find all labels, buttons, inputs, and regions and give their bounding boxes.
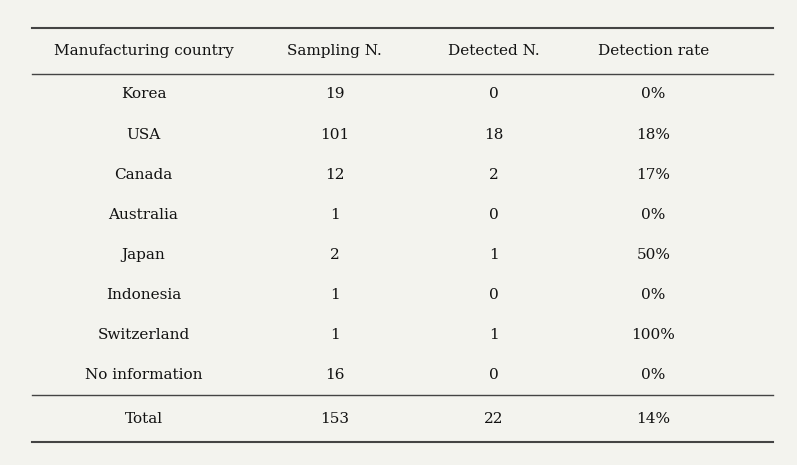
Text: 18%: 18% — [637, 127, 670, 141]
Text: Detected N.: Detected N. — [449, 44, 540, 58]
Text: 14%: 14% — [637, 412, 670, 425]
Text: Korea: Korea — [120, 87, 167, 101]
Text: Manufacturing country: Manufacturing country — [53, 44, 234, 58]
Text: Sampling N.: Sampling N. — [288, 44, 382, 58]
Text: 50%: 50% — [637, 248, 670, 262]
Text: 0%: 0% — [642, 288, 665, 302]
Text: USA: USA — [127, 127, 160, 141]
Text: 0%: 0% — [642, 368, 665, 382]
Text: 0: 0 — [489, 368, 499, 382]
Text: 100%: 100% — [631, 328, 676, 342]
Text: 101: 101 — [320, 127, 349, 141]
Text: 2: 2 — [489, 168, 499, 182]
Text: 1: 1 — [489, 248, 499, 262]
Text: 1: 1 — [330, 208, 340, 222]
Text: No information: No information — [84, 368, 202, 382]
Text: 0: 0 — [489, 208, 499, 222]
Text: 0%: 0% — [642, 87, 665, 101]
Text: 0%: 0% — [642, 208, 665, 222]
Text: 12: 12 — [325, 168, 344, 182]
Text: 153: 153 — [320, 412, 349, 425]
Text: 19: 19 — [325, 87, 344, 101]
Text: 16: 16 — [325, 368, 344, 382]
Text: Australia: Australia — [108, 208, 179, 222]
Text: 2: 2 — [330, 248, 340, 262]
Text: 1: 1 — [330, 328, 340, 342]
Text: Canada: Canada — [114, 168, 173, 182]
Text: 0: 0 — [489, 87, 499, 101]
Text: Japan: Japan — [122, 248, 165, 262]
Text: 1: 1 — [489, 328, 499, 342]
Text: 22: 22 — [485, 412, 504, 425]
Text: Total: Total — [124, 412, 163, 425]
Text: 0: 0 — [489, 288, 499, 302]
Text: 17%: 17% — [637, 168, 670, 182]
Text: 1: 1 — [330, 288, 340, 302]
Text: Indonesia: Indonesia — [106, 288, 181, 302]
Text: Detection rate: Detection rate — [598, 44, 709, 58]
Text: Switzerland: Switzerland — [97, 328, 190, 342]
Text: 18: 18 — [485, 127, 504, 141]
